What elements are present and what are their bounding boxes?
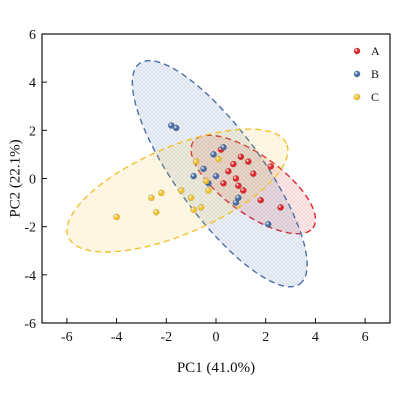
point-A bbox=[239, 187, 247, 194]
x-tick-label: 4 bbox=[312, 330, 319, 345]
x-tick-label: -4 bbox=[111, 330, 123, 345]
point-A bbox=[267, 163, 275, 170]
point-C bbox=[215, 155, 222, 163]
legend: ABC bbox=[353, 44, 380, 104]
y-tick-label: 6 bbox=[29, 28, 36, 43]
point-B bbox=[210, 151, 217, 158]
legend-label-A: A bbox=[371, 44, 380, 58]
legend-marker-C bbox=[353, 93, 361, 101]
y-tick-label: 4 bbox=[29, 76, 36, 91]
legend-marker-B bbox=[353, 70, 361, 78]
point-B bbox=[172, 124, 180, 132]
point-C bbox=[187, 194, 195, 202]
point-B bbox=[235, 194, 242, 202]
point-B bbox=[264, 220, 272, 228]
ellipse-C bbox=[66, 128, 289, 253]
y-tick-label: -6 bbox=[24, 317, 36, 332]
point-C bbox=[113, 213, 120, 221]
point-A bbox=[244, 158, 252, 165]
y-tick-label: 2 bbox=[29, 124, 36, 139]
y-axis-label: PC2 (22.1%) bbox=[7, 139, 23, 217]
point-C bbox=[157, 189, 165, 197]
axis-ticks: -6 -4 -2 0 2 4 6 -6 -4 -2 0 2 4 6 bbox=[24, 28, 368, 345]
x-tick-label: -2 bbox=[160, 330, 172, 345]
point-C bbox=[152, 208, 160, 216]
legend-marker-A bbox=[353, 47, 361, 55]
point-A bbox=[257, 196, 265, 204]
point-C bbox=[148, 194, 155, 202]
x-axis-label: PC1 (41.0%) bbox=[177, 360, 255, 376]
point-A bbox=[230, 160, 237, 168]
point-A bbox=[237, 153, 245, 161]
confidence-ellipses bbox=[66, 59, 317, 288]
x-tick-label: 6 bbox=[362, 330, 369, 345]
data-points bbox=[113, 122, 284, 228]
point-A bbox=[277, 204, 284, 211]
point-C bbox=[197, 204, 205, 211]
x-tick-label: 2 bbox=[262, 330, 269, 345]
point-C bbox=[205, 187, 212, 194]
y-tick-label: -2 bbox=[24, 221, 36, 236]
point-A bbox=[235, 182, 242, 189]
point-B bbox=[220, 143, 227, 151]
legend-label-B: B bbox=[371, 67, 379, 81]
y-tick-label: -4 bbox=[24, 269, 36, 284]
point-C bbox=[177, 187, 185, 194]
x-tick-label: -6 bbox=[61, 330, 73, 345]
point-C bbox=[192, 158, 200, 165]
y-tick-label: 0 bbox=[29, 173, 36, 188]
point-A bbox=[232, 175, 240, 182]
point-C bbox=[190, 206, 197, 214]
point-A bbox=[249, 170, 257, 177]
point-B bbox=[212, 172, 220, 180]
point-A bbox=[220, 179, 227, 187]
point-B bbox=[200, 165, 207, 173]
point-A bbox=[225, 167, 232, 175]
x-tick-label: 0 bbox=[213, 330, 220, 345]
point-B bbox=[190, 172, 197, 180]
point-C bbox=[202, 177, 210, 185]
legend-label-C: C bbox=[371, 90, 379, 104]
